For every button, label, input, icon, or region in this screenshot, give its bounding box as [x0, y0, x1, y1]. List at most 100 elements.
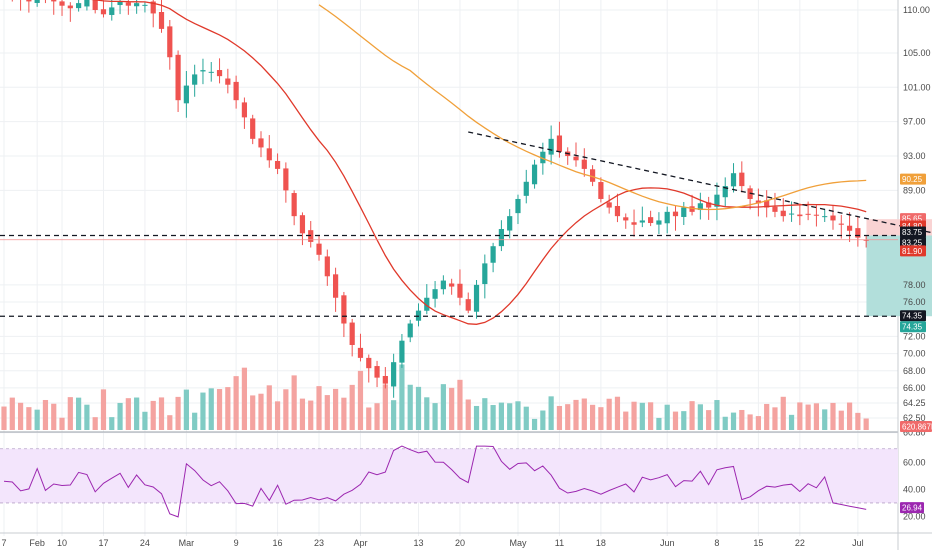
- volume-bar: [863, 418, 869, 430]
- price-axis[interactable]: 110.00 105.00 101.00 97.00 93.00 89.00 78.00 76…: [903, 5, 931, 521]
- time-tick-label: 9: [234, 538, 239, 548]
- candle-body: [830, 215, 836, 221]
- candle-body: [59, 1, 65, 6]
- volume-bar: [631, 401, 637, 430]
- candlestick-series: [11, 0, 869, 398]
- price-tick-label: 97.00: [903, 117, 926, 127]
- volume-bar: [349, 384, 355, 430]
- volume-bar: [216, 389, 223, 430]
- volume-bar: [681, 411, 687, 430]
- candle-body: [540, 151, 546, 164]
- candle-body: [357, 347, 364, 358]
- price-tick-label: 105.00: [903, 48, 931, 58]
- volume-bar: [291, 375, 297, 430]
- candle-body: [299, 215, 306, 234]
- volume-bar: [167, 415, 173, 430]
- candle-body: [324, 256, 330, 277]
- price-tick-label: 64.25: [903, 398, 926, 408]
- volume-bar: [747, 414, 753, 430]
- volume-bar: [573, 399, 579, 430]
- rsi-tick-label: 40.00: [903, 484, 926, 494]
- candle-body: [349, 322, 355, 345]
- descending-trendline: [468, 131, 932, 234]
- time-axis[interactable]: 7 Feb 10 17 24 Mar 9 16 23 Apr 13 20 May 11 18 Jun 8 15 22…: [1, 538, 863, 548]
- candle-body: [465, 299, 471, 311]
- candle-body: [623, 217, 629, 221]
- price-badge: [900, 173, 926, 185]
- volume-bar: [556, 405, 563, 430]
- volume-bar: [822, 409, 828, 430]
- candle-body: [241, 102, 248, 118]
- time-tick-label: Jul: [852, 538, 864, 548]
- candle-body: [258, 138, 264, 148]
- price-tick-label: 62.50: [903, 413, 926, 423]
- volume-bar: [407, 384, 413, 430]
- price-badge-label: 81.90: [902, 247, 923, 256]
- volume-bar: [142, 411, 148, 430]
- volume-bar: [498, 402, 504, 430]
- candle-body: [598, 182, 604, 199]
- candle-body: [498, 229, 504, 247]
- price-tick-label: 110.00: [903, 5, 930, 15]
- time-tick-label: 10: [57, 538, 67, 548]
- time-tick-label: 22: [795, 538, 805, 548]
- candle-body: [473, 284, 480, 312]
- candle-body: [656, 220, 662, 225]
- candle-body: [614, 205, 621, 217]
- price-badge-label: 83.25: [902, 238, 923, 247]
- volume-bar: [399, 364, 405, 430]
- volume-bar: [266, 385, 272, 430]
- candle-body: [846, 225, 853, 231]
- volume-bar: [805, 404, 811, 430]
- volume-bar: [9, 397, 15, 430]
- candle-body: [366, 357, 372, 369]
- time-tick-label: 17: [98, 538, 108, 548]
- rsi-tick-label: 20.00: [903, 511, 926, 521]
- time-tick-label: 13: [413, 538, 423, 548]
- volume-bar: [125, 398, 131, 430]
- candle-body: [158, 11, 165, 29]
- volume-bar: [183, 389, 189, 430]
- volume-bar: [258, 393, 264, 430]
- volume-bar: [449, 387, 455, 430]
- volume-bar: [523, 406, 529, 430]
- time-tick-label: Apr: [353, 538, 367, 548]
- candle-body: [681, 207, 687, 217]
- volume-bar: [117, 402, 123, 430]
- volume-bar: [333, 388, 339, 430]
- candle-body: [291, 193, 297, 217]
- volume-bar: [697, 404, 703, 430]
- candle-body: [631, 222, 637, 225]
- candle-body: [648, 217, 654, 224]
- volume-bar: [846, 402, 853, 430]
- volume-bar: [308, 400, 314, 430]
- volume-bar: [299, 398, 306, 430]
- candle-body: [382, 375, 388, 384]
- volume-bar: [772, 407, 778, 430]
- volume-bar: [589, 404, 596, 430]
- volume-bar: [515, 401, 521, 430]
- price-tick-label: 68.00: [903, 366, 926, 376]
- volume-bar: [565, 404, 571, 430]
- volume-bar: [374, 403, 380, 430]
- candle-body: [755, 200, 761, 204]
- volume-bar: [1, 406, 7, 430]
- volume-bar: [482, 398, 488, 430]
- volume-bar: [780, 396, 786, 430]
- volume-bar: [614, 396, 621, 430]
- volume-bar: [134, 397, 140, 430]
- candle-body: [589, 169, 596, 182]
- price-badge: [900, 421, 932, 432]
- candle-body: [722, 186, 728, 198]
- candle-body: [125, 2, 131, 6]
- candle-body: [730, 173, 737, 187]
- time-tick-label: 24: [140, 538, 150, 548]
- time-tick-label: 16: [273, 538, 283, 548]
- candle-body: [573, 156, 579, 161]
- candle-body: [672, 211, 679, 217]
- volume-bar: [664, 404, 670, 430]
- candle-body: [266, 148, 272, 161]
- volume-bar: [208, 388, 214, 430]
